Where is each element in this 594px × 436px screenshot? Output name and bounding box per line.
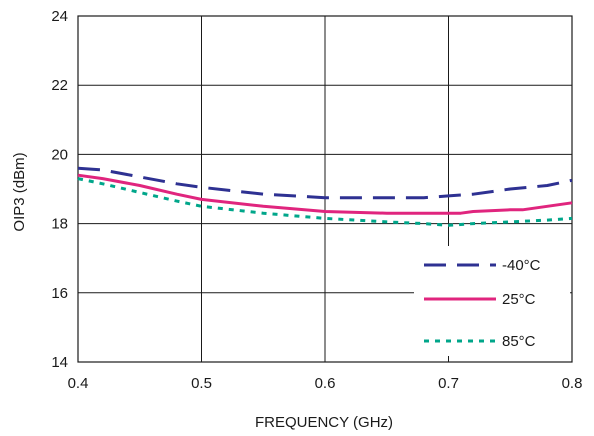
x-tick-labels: 0.4 0.5 0.6 0.7 0.8	[68, 375, 583, 392]
y-tick-label: 18	[51, 216, 68, 233]
legend-label-0: -40°C	[502, 257, 541, 274]
x-axis-label: FREQUENCY (GHz)	[255, 414, 393, 431]
y-tick-labels: 14 16 18 20 22 24	[51, 8, 68, 371]
x-tick-label: 0.6	[315, 375, 336, 392]
x-tick-label: 0.5	[191, 375, 212, 392]
x-tick-label: 0.7	[438, 375, 459, 392]
y-tick-label: 22	[51, 77, 68, 94]
y-tick-label: 20	[51, 146, 68, 163]
y-axis-label: OIP3 (dBm)	[11, 152, 28, 231]
series-line-1	[77, 173, 573, 215]
series-lines	[77, 166, 573, 227]
y-tick-label: 24	[51, 8, 68, 25]
x-tick-label: 0.8	[562, 375, 583, 392]
legend-label-2: 85°C	[502, 333, 536, 350]
y-tick-label: 16	[51, 285, 68, 302]
plot-frame	[77, 15, 573, 363]
x-tick-label: 0.4	[68, 375, 89, 392]
legend: -40°C 25°C 85°C	[414, 246, 570, 356]
legend-label-1: 25°C	[502, 291, 536, 308]
y-tick-label: 14	[51, 354, 68, 371]
series-line-2	[77, 177, 573, 227]
series-line-0	[77, 166, 573, 200]
